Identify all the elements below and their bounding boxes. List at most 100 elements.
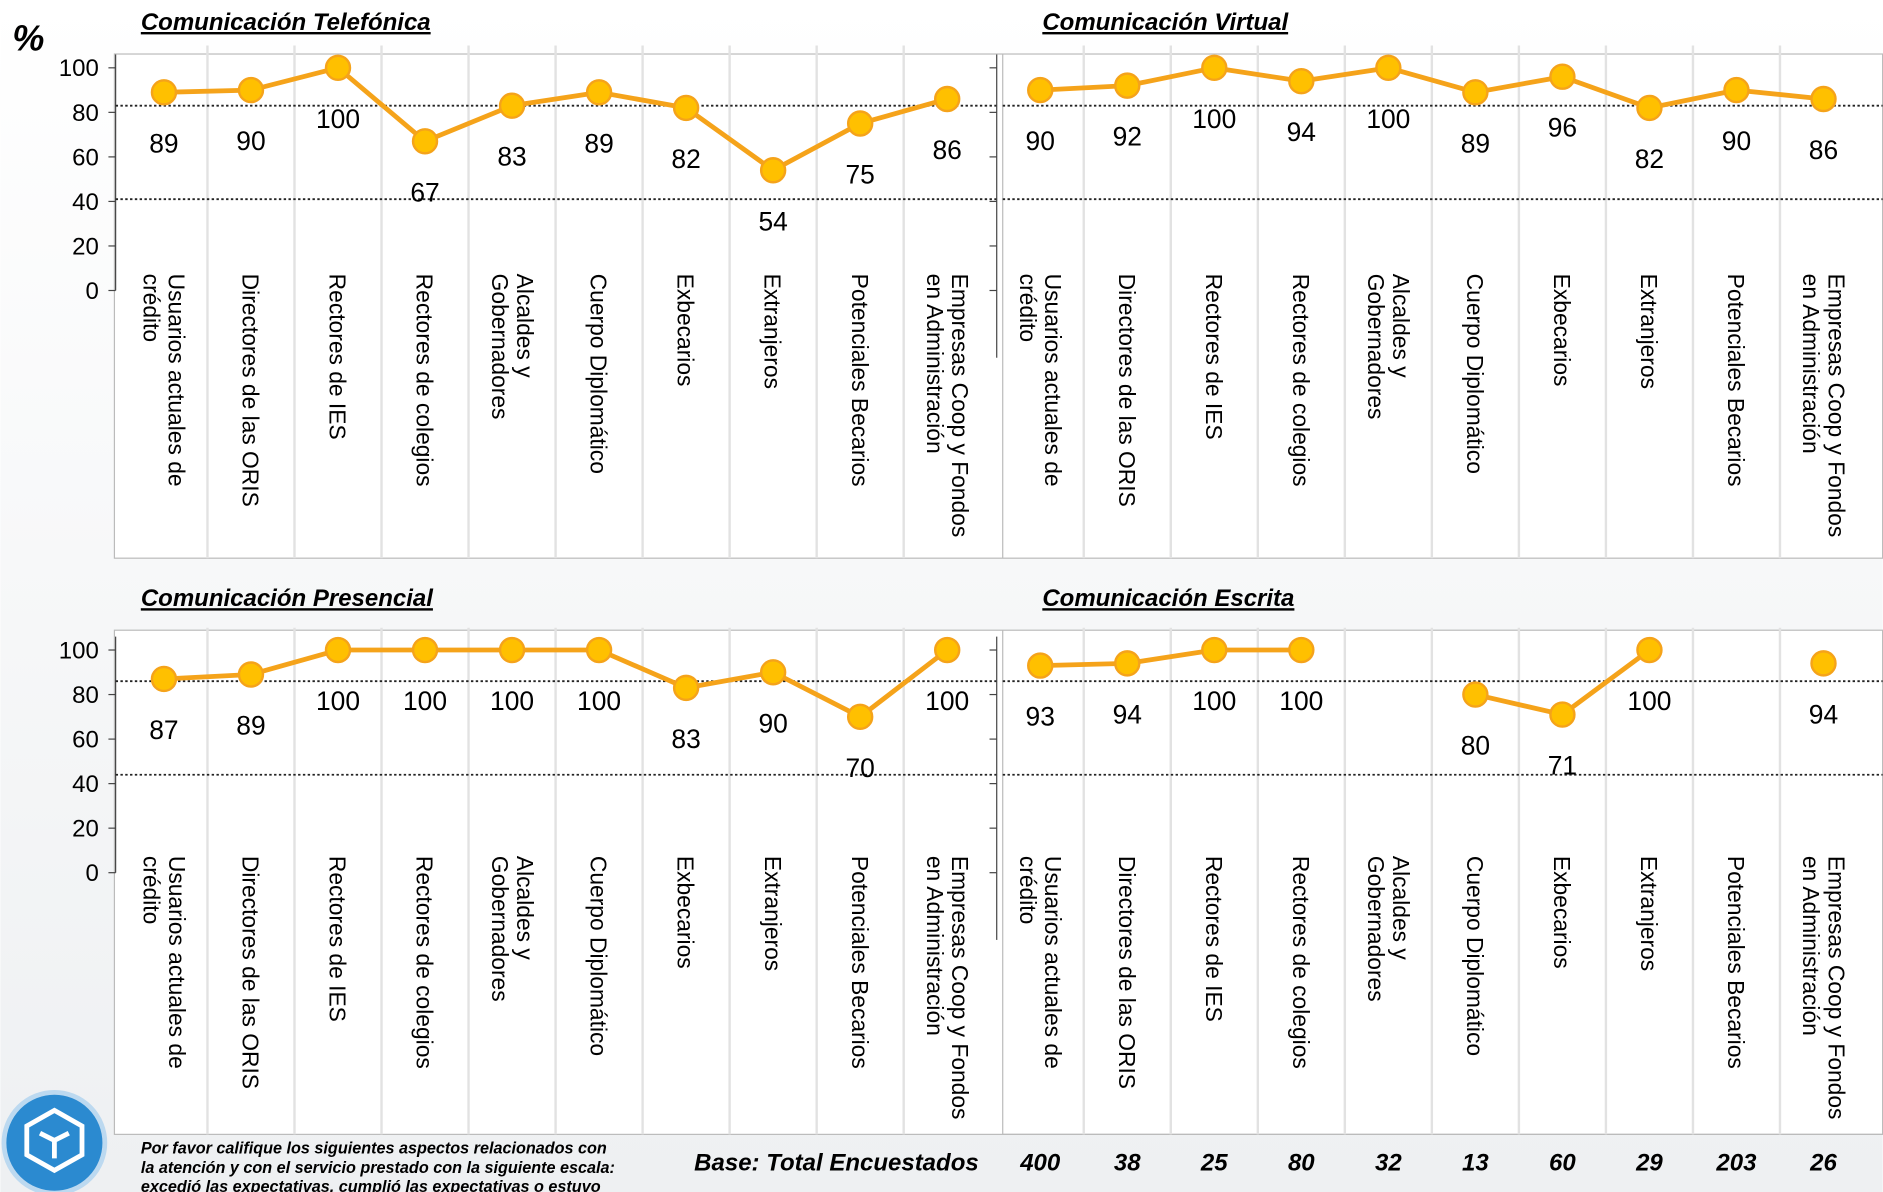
data-point bbox=[846, 703, 874, 731]
note-line: la atención y con el servicio prestado c… bbox=[141, 1159, 615, 1177]
x-tick-label: Potenciales Becarios bbox=[847, 274, 873, 487]
data-point bbox=[1027, 76, 1054, 104]
data-label: 67 bbox=[410, 177, 439, 207]
data-point bbox=[1114, 72, 1141, 99]
x-tick-label: Exbecarios bbox=[673, 274, 699, 387]
base-value: 80 bbox=[1288, 1149, 1315, 1176]
x-tick-label: Rectores de IES bbox=[325, 856, 351, 1022]
base-value: 29 bbox=[1635, 1149, 1663, 1176]
x-tick-label: Potenciales Becarios bbox=[847, 856, 873, 1069]
data-point bbox=[498, 92, 526, 119]
data-label: 90 bbox=[1722, 126, 1751, 156]
data-label: 100 bbox=[316, 686, 360, 716]
data-point bbox=[1636, 636, 1663, 664]
logo bbox=[1, 1089, 108, 1192]
series-line bbox=[163, 647, 949, 720]
data-point bbox=[498, 636, 526, 664]
data-label: 90 bbox=[236, 126, 265, 156]
data-label: 100 bbox=[925, 686, 969, 716]
data-point bbox=[237, 661, 265, 688]
data-point bbox=[150, 79, 178, 106]
data-label: 96 bbox=[1548, 113, 1577, 143]
data-label: 100 bbox=[316, 104, 360, 134]
data-point bbox=[1723, 76, 1750, 104]
data-point bbox=[411, 128, 439, 155]
data-point bbox=[324, 636, 352, 664]
data-label: 87 bbox=[149, 715, 178, 745]
data-label: 90 bbox=[758, 708, 787, 738]
data-label: 100 bbox=[1192, 104, 1236, 134]
x-tick-label: Directores de las ORIS bbox=[1114, 856, 1140, 1089]
data-label: 86 bbox=[1809, 135, 1838, 165]
y-tick-label: 20 bbox=[72, 233, 99, 260]
bottom-frame bbox=[113, 629, 1883, 1135]
x-tick-label: Usuarios actuales decrédito bbox=[1015, 856, 1066, 1069]
data-label: 83 bbox=[671, 724, 700, 754]
x-tick-label: Directores de las ORIS bbox=[238, 856, 264, 1089]
x-tick-label: Usuarios actuales decrédito bbox=[139, 856, 190, 1069]
data-label: 54 bbox=[758, 206, 787, 236]
data-label: 80 bbox=[1461, 731, 1490, 761]
x-tick-label: Rectores de colegios bbox=[1288, 274, 1314, 487]
data-point bbox=[1810, 85, 1837, 113]
y-tick-label: 100 bbox=[59, 55, 99, 82]
x-tick-label: Cuerpo Diplomático bbox=[586, 274, 612, 474]
data-point bbox=[672, 674, 700, 702]
base-value: 400 bbox=[1019, 1149, 1061, 1176]
x-tick-label: Cuerpo Diplomático bbox=[1462, 274, 1488, 474]
x-tick-label: Potenciales Becarios bbox=[1723, 856, 1749, 1069]
data-point bbox=[1549, 63, 1576, 90]
x-tick-label: Directores de las ORIS bbox=[1114, 274, 1140, 507]
top-frame bbox=[113, 53, 1883, 559]
x-tick-label: Rectores de colegios bbox=[1288, 856, 1314, 1069]
x-tick-label: Rectores de IES bbox=[1201, 856, 1227, 1022]
y-tick-label: 60 bbox=[72, 726, 99, 753]
data-label: 100 bbox=[1627, 686, 1671, 716]
x-tick-label: Rectores de IES bbox=[325, 274, 351, 440]
x-tick-label: Exbecarios bbox=[1549, 274, 1575, 387]
data-point bbox=[324, 54, 352, 82]
x-tick-label: Alcaldes yGobernadores bbox=[1363, 856, 1414, 1002]
data-label: 100 bbox=[1366, 104, 1410, 134]
x-tick-label: Extranjeros bbox=[1636, 274, 1662, 389]
data-point bbox=[672, 94, 700, 122]
data-label: 86 bbox=[933, 135, 962, 165]
chart-title: Comunicación Virtual bbox=[1042, 9, 1289, 36]
base-value: 60 bbox=[1549, 1149, 1576, 1176]
x-tick-label: Alcaldes yGobernadores bbox=[1363, 274, 1414, 420]
x-tick-label: Alcaldes yGobernadores bbox=[487, 274, 538, 420]
data-label: 94 bbox=[1809, 699, 1838, 729]
base-value: 38 bbox=[1114, 1149, 1141, 1176]
data-label: 94 bbox=[1287, 117, 1316, 147]
base-value: 32 bbox=[1375, 1149, 1402, 1176]
y-tick-label: 0 bbox=[85, 860, 98, 887]
base-value: 25 bbox=[1200, 1149, 1228, 1176]
chart-title: Comunicación Escrita bbox=[1042, 585, 1294, 612]
data-label: 100 bbox=[490, 686, 534, 716]
base-value: 26 bbox=[1809, 1149, 1837, 1176]
data-point bbox=[933, 85, 961, 113]
y-tick-label: 40 bbox=[72, 189, 99, 216]
data-point bbox=[1027, 652, 1054, 679]
series-line bbox=[163, 65, 948, 173]
data-label: 70 bbox=[845, 753, 874, 783]
x-tick-label: Rectores de colegios bbox=[412, 856, 438, 1069]
data-point bbox=[1810, 650, 1837, 677]
data-point bbox=[846, 110, 874, 137]
x-tick-label: Rectores de IES bbox=[1201, 274, 1227, 440]
data-label: 89 bbox=[584, 128, 613, 158]
chart-title: Comunicación Telefónica bbox=[141, 9, 431, 36]
data-label: 89 bbox=[149, 128, 178, 158]
x-tick-label: Alcaldes yGobernadores bbox=[487, 856, 538, 1002]
x-tick-label: Extranjeros bbox=[760, 274, 786, 389]
x-tick-label: Exbecarios bbox=[1549, 856, 1575, 969]
y-tick-label: 20 bbox=[72, 816, 99, 843]
x-tick-label: Directores de las ORIS bbox=[238, 274, 264, 507]
data-label: 100 bbox=[1279, 686, 1323, 716]
data-point bbox=[585, 79, 613, 106]
base-value: 203 bbox=[1715, 1149, 1757, 1176]
data-label: 83 bbox=[497, 142, 526, 172]
data-label: 100 bbox=[1192, 686, 1236, 716]
y-tick-label: 80 bbox=[72, 682, 99, 709]
data-point bbox=[237, 76, 265, 104]
